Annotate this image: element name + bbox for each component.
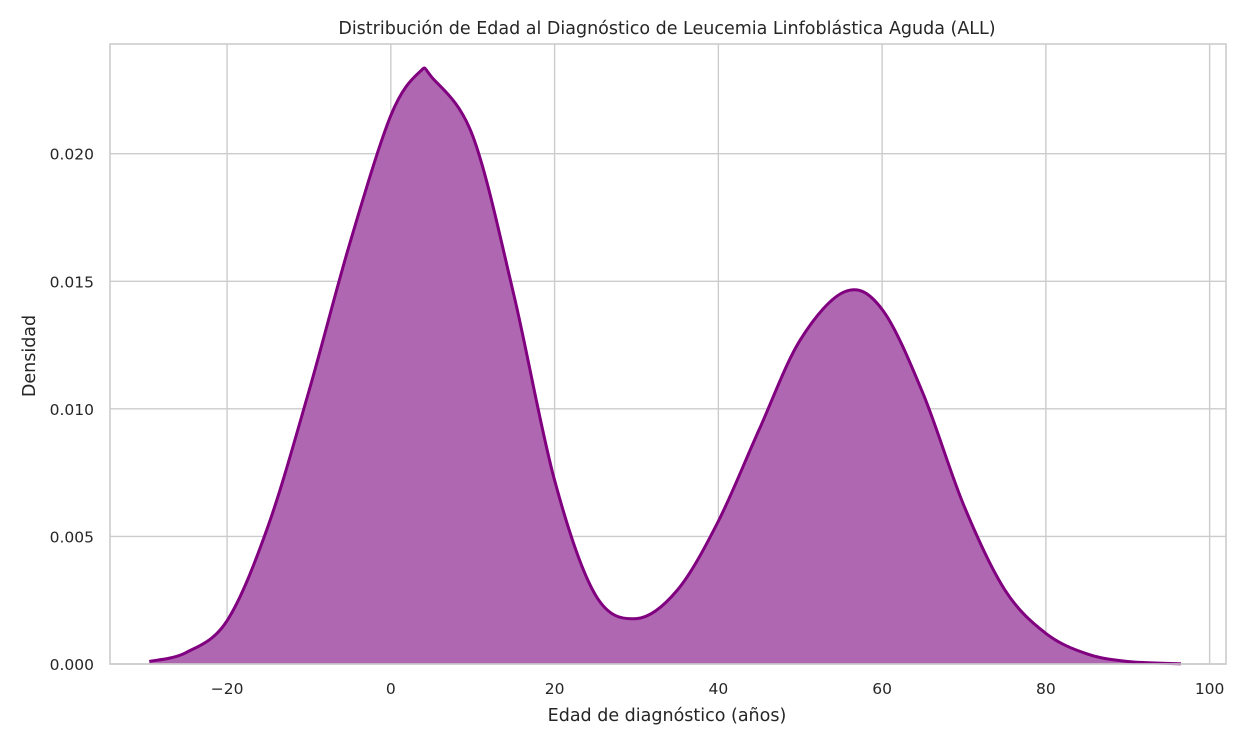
x-tick-label: 60 [872, 680, 892, 698]
plot-frame [109, 43, 1227, 665]
y-tick-label: 0.010 [50, 401, 94, 419]
chart-title: Distribución de Edad al Diagnóstico de L… [338, 19, 995, 39]
x-tick-label: 40 [708, 680, 728, 698]
x-tick-label: 0 [386, 680, 396, 698]
x-axis-title: Edad de diagnóstico (años) [548, 706, 787, 726]
y-tick-label: 0.015 [50, 273, 94, 291]
density-line [148, 66, 1182, 666]
density-area [149, 68, 1181, 665]
tick-labels: −20 0 20 40 60 80 100 0.000 0.005 0.010 0.015 0.020 [50, 146, 1225, 698]
density-series [148, 66, 1182, 666]
x-tick-label: 100 [1195, 680, 1225, 698]
y-tick-label: 0.005 [50, 528, 94, 546]
x-tick-label: −20 [211, 680, 244, 698]
x-tick-label: 20 [545, 680, 565, 698]
y-tick-label: 0.000 [50, 656, 94, 674]
y-axis-title: Densidad [20, 315, 40, 397]
x-tick-label: 80 [1036, 680, 1056, 698]
y-tick-label: 0.020 [50, 146, 94, 164]
